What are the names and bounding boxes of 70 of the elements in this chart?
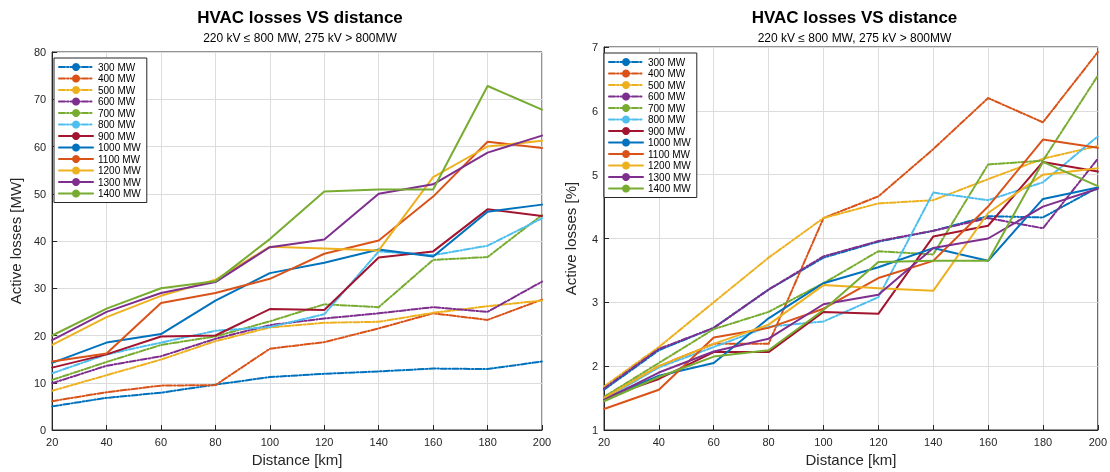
legend-label: 300 MW [648, 56, 686, 68]
y-tick-label: 1 [591, 424, 598, 436]
y-axis-title: Active losses [MW] [7, 177, 24, 305]
legend-label: 600 MW [648, 91, 686, 102]
x-axis-title: Distance [km] [805, 451, 897, 468]
legend-label: 1000 MW [648, 137, 692, 148]
x-tick-label: 100 [814, 435, 833, 448]
legend-label: 800 MW [648, 114, 686, 125]
legend-label: 500 MW [648, 79, 686, 91]
legend-label: 600 MW [98, 96, 136, 107]
y-tick-label: 30 [33, 282, 47, 295]
legend-label: 900 MW [98, 130, 136, 142]
x-tick-label: 80 [762, 435, 775, 448]
x-tick-label: 80 [209, 435, 222, 448]
legend-label: 500 MW [98, 84, 136, 96]
x-tick-label: 20 [46, 435, 59, 448]
y-tick-label: 10 [33, 376, 47, 389]
x-tick-label: 140 [924, 435, 943, 448]
legend-label: 700 MW [98, 107, 136, 119]
chart-title: HVAC losses VS distance [197, 8, 403, 27]
chart-subtitle: 220 kV ≤ 800 MW, 275 kV > 800MW [203, 31, 398, 45]
line-series [51, 280, 543, 385]
x-tick-label: 120 [869, 435, 888, 448]
y-tick-label: 6 [591, 104, 598, 117]
legend-label: 400 MW [648, 68, 686, 79]
y-tick-label: 50 [33, 187, 47, 200]
line-series [51, 360, 543, 408]
y-tick-label: 0 [40, 424, 47, 436]
legend-label: 1100 MW [98, 153, 141, 165]
x-tick-label: 100 [260, 435, 280, 448]
x-axis-title: Distance [km] [251, 451, 343, 468]
x-tick-label: 160 [978, 435, 998, 448]
x-tick-label: 180 [478, 435, 497, 448]
x-tick-label: 120 [315, 435, 334, 448]
y-tick-label: 70 [33, 93, 47, 106]
legend-label: 1400 MW [98, 188, 142, 199]
legend-label: 1100 MW [648, 148, 691, 160]
legend-label: 800 MW [98, 119, 136, 130]
line-series [51, 85, 543, 337]
x-tick-label: 60 [154, 435, 168, 448]
x-tick-label: 40 [100, 435, 113, 448]
legend-label: 1300 MW [648, 171, 692, 183]
legend-label: 1200 MW [648, 160, 692, 171]
y-tick-label: 20 [33, 329, 47, 342]
legend-label: 900 MW [648, 125, 686, 137]
chart-subtitle: 220 kV ≤ 800 MW, 275 kV > 800MW [757, 31, 953, 45]
legend-label: 1400 MW [648, 183, 692, 194]
x-tick-label: 160 [423, 435, 443, 448]
x-tick-label: 200 [1088, 435, 1107, 448]
legend-label: 400 MW [98, 73, 136, 84]
y-tick-label: 2 [591, 360, 598, 373]
y-tick-label: 4 [591, 232, 598, 245]
y-tick-label: 5 [591, 168, 598, 181]
y-tick-label: 40 [33, 235, 47, 247]
legend-label: 1000 MW [98, 142, 142, 153]
chart-title: HVAC losses VS distance [751, 8, 958, 27]
legend-label: 1300 MW [98, 176, 142, 188]
x-tick-label: 200 [532, 435, 552, 448]
legend-label: 700 MW [648, 102, 686, 114]
y-axis-title: Active losses [%] [562, 181, 579, 296]
y-tick-label: 60 [33, 140, 47, 153]
y-tick-label: 3 [591, 296, 598, 309]
y-tick-label: 7 [591, 41, 598, 53]
y-tick-label: 80 [33, 46, 47, 58]
legend-label: 1200 MW [98, 165, 142, 176]
x-tick-label: 40 [652, 435, 665, 448]
legend-label: 300 MW [98, 61, 136, 73]
x-tick-label: 140 [369, 435, 388, 448]
x-tick-label: 180 [1033, 435, 1053, 448]
x-tick-label: 60 [707, 435, 720, 448]
